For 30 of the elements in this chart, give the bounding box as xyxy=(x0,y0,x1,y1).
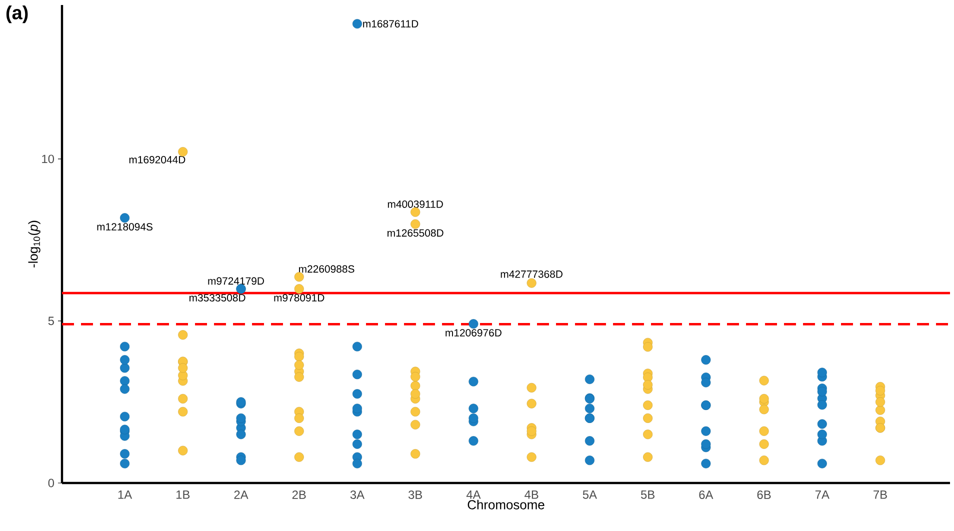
x-tick-label: 4A xyxy=(466,490,481,499)
annotation: m42777368D xyxy=(500,270,562,278)
x-tick-label: 5A xyxy=(582,490,597,499)
x-axis-title: Chromosome xyxy=(468,500,544,510)
x-tick-label: 7A xyxy=(815,490,830,499)
x-tick-label: 1B xyxy=(176,490,190,499)
annotation: m978091D xyxy=(274,294,324,302)
x-tick-label: 2A xyxy=(234,490,248,499)
chart-title: (a) xyxy=(6,6,28,24)
annotation: m1206976D xyxy=(446,329,502,336)
annotation: m1692044D xyxy=(129,156,186,164)
annotation: m4003911D xyxy=(388,200,443,208)
y-tick-label: 10 xyxy=(42,154,54,164)
x-tick-label: 3A xyxy=(350,490,365,499)
x-tick-label: 6B xyxy=(757,490,771,499)
annotation: m1218094S xyxy=(97,223,152,231)
annotation: m2260988S xyxy=(299,265,354,273)
annotation: m1687611D xyxy=(363,20,418,28)
x-tick-label: 3B xyxy=(408,490,422,499)
x-tick-label: 5B xyxy=(640,490,654,499)
x-tick-label: 6A xyxy=(699,490,714,499)
annotation: m3533508D xyxy=(189,294,246,302)
x-tick-label: 2B xyxy=(292,490,306,499)
x-tick-label: 1A xyxy=(118,490,132,499)
annotation: m1265508D xyxy=(388,229,444,237)
x-tick-label: 4B xyxy=(524,490,538,499)
annotation: m9724179D xyxy=(208,277,264,285)
y-tick-label: 5 xyxy=(48,316,54,326)
y-tick-label: 0 xyxy=(48,478,54,488)
x-tick-label: 7B xyxy=(874,490,887,499)
